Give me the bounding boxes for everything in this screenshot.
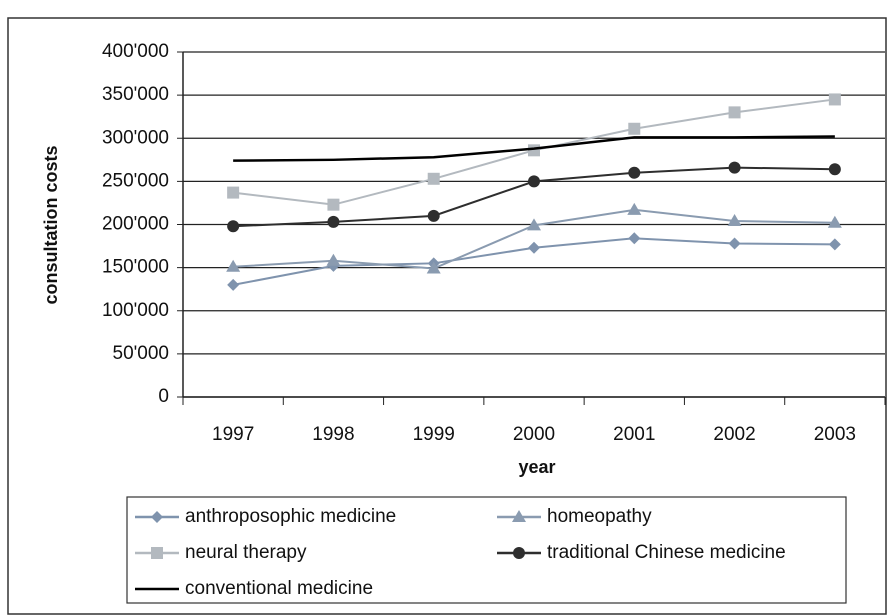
y-tick-label: 300'000: [102, 127, 169, 148]
marker: [151, 547, 163, 559]
marker: [827, 215, 842, 228]
marker: [427, 172, 440, 185]
x-tick-label: 1999: [413, 424, 455, 445]
marker: [326, 253, 341, 266]
marker: [628, 166, 641, 179]
x-axis-title: year: [518, 457, 555, 477]
legend-label: neural therapy: [185, 542, 307, 563]
y-tick-label: 150'000: [102, 257, 169, 278]
marker: [513, 547, 525, 559]
legend-label: homeopathy: [547, 506, 652, 527]
y-tick-label: 400'000: [102, 41, 169, 62]
y-tick-label: 250'000: [102, 170, 169, 191]
x-tick-label: 1997: [212, 424, 254, 445]
marker: [227, 186, 240, 199]
marker: [528, 241, 540, 254]
y-tick-label: 100'000: [102, 300, 169, 321]
x-tick-label: 2003: [814, 424, 856, 445]
marker: [327, 198, 340, 211]
x-tick-label: 2001: [613, 424, 655, 445]
marker: [151, 511, 163, 523]
marker: [427, 209, 440, 222]
marker: [512, 510, 526, 522]
x-tick-label: 1998: [312, 424, 354, 445]
y-tick-label: 50'000: [113, 343, 169, 364]
marker: [227, 278, 240, 291]
marker: [728, 237, 741, 250]
marker: [828, 238, 841, 251]
marker: [828, 93, 841, 106]
marker: [728, 161, 741, 174]
marker: [528, 144, 540, 157]
marker: [327, 215, 340, 228]
marker: [528, 175, 540, 188]
marker: [628, 122, 641, 135]
marker: [426, 261, 441, 274]
marker: [727, 214, 742, 227]
marker: [627, 202, 642, 215]
marker: [728, 106, 741, 119]
y-axis-title: consultation costs: [41, 145, 61, 304]
marker: [527, 218, 541, 231]
y-tick-label: 350'000: [102, 84, 169, 105]
legend-label: traditional Chinese medicine: [547, 542, 786, 563]
legend-label: conventional medicine: [185, 578, 373, 599]
marker: [828, 163, 841, 176]
x-tick-label: 2002: [713, 424, 755, 445]
marker: [226, 259, 241, 272]
marker: [227, 220, 240, 233]
legend-label: anthroposophic medicine: [185, 506, 396, 527]
series-line: [233, 135, 835, 162]
y-tick-label: 0: [158, 386, 169, 407]
y-tick-label: 200'000: [102, 214, 169, 235]
x-tick-label: 2000: [513, 424, 555, 445]
marker: [628, 232, 641, 245]
legend: [126, 496, 847, 604]
